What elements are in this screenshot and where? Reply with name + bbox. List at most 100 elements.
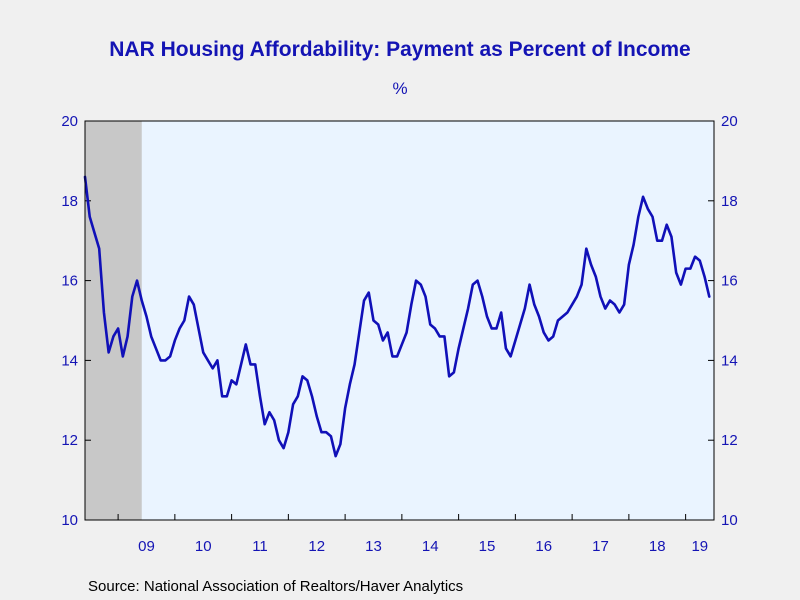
- data-point: [490, 327, 493, 330]
- data-point: [230, 379, 233, 382]
- data-point: [495, 327, 498, 330]
- y-tick-label-right: 16: [721, 273, 738, 290]
- data-point: [703, 275, 706, 278]
- data-point: [221, 395, 224, 398]
- data-point: [282, 447, 285, 450]
- data-point: [623, 303, 626, 306]
- data-point: [353, 363, 356, 366]
- data-point: [618, 311, 621, 314]
- y-tick-label-right: 10: [721, 512, 738, 529]
- data-point: [254, 363, 257, 366]
- data-point: [112, 335, 115, 338]
- data-point: [519, 323, 522, 326]
- data-point: [405, 331, 408, 334]
- data-point: [349, 383, 352, 386]
- x-tick-label: 14: [422, 538, 439, 555]
- plot-frame: [84, 120, 715, 521]
- data-point: [637, 215, 640, 218]
- data-point: [665, 223, 668, 226]
- data-point: [590, 263, 593, 266]
- data-point: [533, 303, 536, 306]
- data-point: [486, 315, 489, 318]
- data-point: [297, 395, 300, 398]
- x-tick-label: 17: [592, 538, 609, 555]
- plot-area: [85, 121, 714, 520]
- data-point: [547, 339, 550, 342]
- data-point: [396, 355, 399, 358]
- data-point: [268, 411, 271, 414]
- data-point: [476, 279, 479, 282]
- data-point: [150, 335, 153, 338]
- data-point: [382, 339, 385, 342]
- data-point: [197, 327, 200, 330]
- data-point: [202, 351, 205, 354]
- x-tick-label: 13: [365, 538, 382, 555]
- data-point: [278, 439, 281, 442]
- data-point: [542, 331, 545, 334]
- data-point: [344, 407, 347, 410]
- data-point: [311, 395, 314, 398]
- data-point: [505, 347, 508, 350]
- data-point: [207, 359, 210, 362]
- data-point: [259, 395, 262, 398]
- data-point: [178, 327, 181, 330]
- data-point: [708, 295, 711, 298]
- data-point: [235, 383, 238, 386]
- data-point: [249, 363, 252, 366]
- data-point: [306, 379, 309, 382]
- data-point: [443, 335, 446, 338]
- data-point: [287, 431, 290, 434]
- data-point: [462, 327, 465, 330]
- data-point: [98, 247, 101, 250]
- chart-subtitle: %: [392, 79, 408, 98]
- data-point: [424, 295, 427, 298]
- y-tick-label-left: 12: [61, 432, 78, 449]
- data-point: [358, 331, 361, 334]
- y-tick-label-right: 20: [721, 113, 738, 130]
- data-point: [566, 311, 569, 314]
- data-point: [301, 375, 304, 378]
- data-point: [699, 259, 702, 262]
- data-point: [377, 323, 380, 326]
- y-tick-label-left: 14: [61, 352, 78, 369]
- recession-shading: [85, 121, 142, 520]
- data-point: [386, 331, 389, 334]
- data-point: [216, 359, 219, 362]
- data-point: [651, 215, 654, 218]
- data-point: [126, 335, 129, 338]
- data-point: [174, 339, 177, 342]
- data-point: [211, 367, 214, 370]
- data-point: [694, 255, 697, 258]
- data-point: [169, 355, 172, 358]
- data-point: [363, 299, 366, 302]
- data-point: [552, 335, 555, 338]
- x-tick-label: 19: [691, 538, 708, 555]
- x-tick-label: 09: [138, 538, 155, 555]
- data-point: [646, 207, 649, 210]
- data-point: [481, 295, 484, 298]
- data-point: [656, 239, 659, 242]
- data-point: [136, 279, 139, 282]
- data-point: [680, 283, 683, 286]
- data-point: [613, 303, 616, 306]
- y-tick-label-right: 12: [721, 432, 738, 449]
- data-point: [642, 196, 645, 199]
- data-point: [273, 419, 276, 422]
- data-point: [661, 239, 664, 242]
- data-point: [438, 335, 441, 338]
- data-point: [401, 343, 404, 346]
- data-point: [367, 291, 370, 294]
- data-point: [571, 303, 574, 306]
- data-point: [509, 355, 512, 358]
- data-point: [528, 283, 531, 286]
- data-point: [410, 303, 413, 306]
- data-point: [419, 283, 422, 286]
- data-point: [320, 431, 323, 434]
- data-point: [514, 339, 517, 342]
- data-point: [561, 315, 564, 318]
- y-tick-label-left: 16: [61, 273, 78, 290]
- data-point: [689, 267, 692, 270]
- data-point: [594, 275, 597, 278]
- x-tick-label: 11: [252, 538, 268, 555]
